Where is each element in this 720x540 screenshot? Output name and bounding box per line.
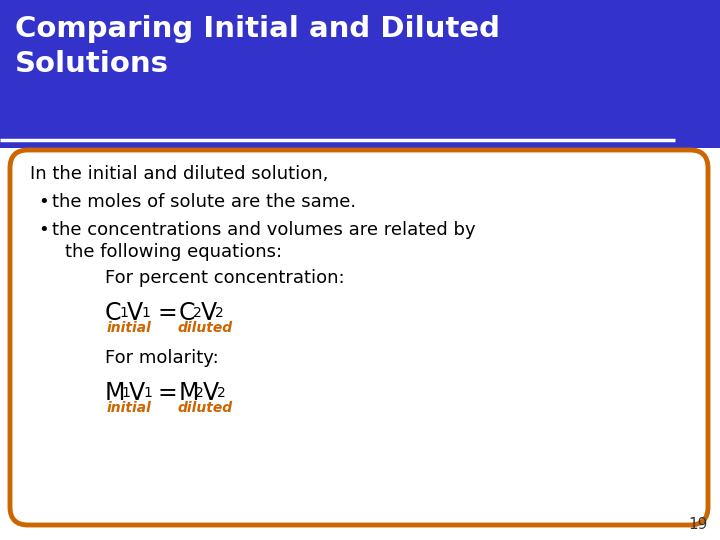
- Text: 2: 2: [217, 386, 226, 400]
- Text: 1: 1: [141, 306, 150, 320]
- Text: 2: 2: [215, 306, 224, 320]
- Text: 1: 1: [119, 306, 128, 320]
- Text: 2: 2: [193, 306, 202, 320]
- Text: initial: initial: [107, 321, 152, 335]
- Text: =: =: [157, 381, 176, 405]
- Text: V: V: [127, 301, 143, 325]
- Text: Comparing Initial and Diluted: Comparing Initial and Diluted: [15, 15, 500, 43]
- Text: diluted: diluted: [177, 401, 232, 415]
- Text: 1: 1: [121, 386, 130, 400]
- Text: 2: 2: [195, 386, 204, 400]
- Text: C: C: [105, 301, 122, 325]
- Text: 1: 1: [143, 386, 152, 400]
- Text: =: =: [157, 301, 176, 325]
- Text: M: M: [179, 381, 199, 405]
- Text: M: M: [105, 381, 125, 405]
- Text: initial: initial: [107, 401, 152, 415]
- Text: Solutions: Solutions: [15, 50, 169, 78]
- Text: In the initial and diluted solution,: In the initial and diluted solution,: [30, 165, 328, 183]
- Text: V: V: [203, 381, 219, 405]
- Text: the following equations:: the following equations:: [65, 243, 282, 261]
- Text: 19: 19: [688, 517, 708, 532]
- Text: V: V: [201, 301, 217, 325]
- Text: V: V: [129, 381, 145, 405]
- Text: For molarity:: For molarity:: [105, 349, 219, 367]
- Text: C: C: [179, 301, 196, 325]
- FancyBboxPatch shape: [0, 0, 720, 148]
- Text: For percent concentration:: For percent concentration:: [105, 269, 345, 287]
- Text: the moles of solute are the same.: the moles of solute are the same.: [52, 193, 356, 211]
- FancyBboxPatch shape: [10, 150, 708, 525]
- Text: the concentrations and volumes are related by: the concentrations and volumes are relat…: [52, 221, 476, 239]
- Text: diluted: diluted: [177, 321, 232, 335]
- Text: •: •: [38, 221, 49, 239]
- Text: •: •: [38, 193, 49, 211]
